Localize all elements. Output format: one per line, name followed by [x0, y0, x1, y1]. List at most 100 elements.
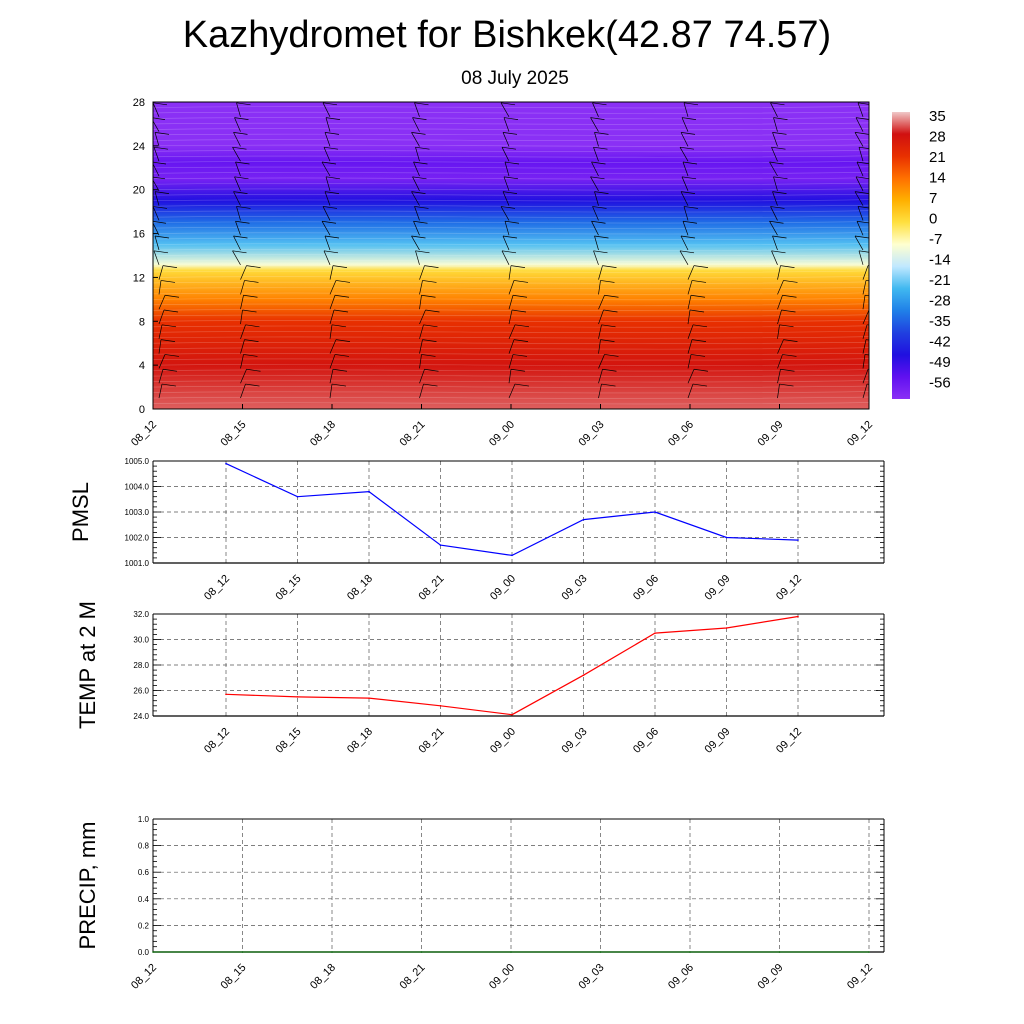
contour-line — [153, 144, 869, 147]
wind-barb-shaft — [508, 280, 515, 295]
wind-barb-flag — [604, 294, 619, 298]
wind-barb-flag — [773, 176, 788, 180]
wind-barb-flag — [425, 309, 440, 313]
wind-barb-shaft — [240, 309, 243, 325]
wind-barb-shaft — [504, 161, 510, 177]
x-tick-label: 08_18 — [345, 726, 375, 756]
x-tick-label: 09_12 — [845, 419, 875, 449]
wind-barb-flag — [244, 280, 259, 283]
series-point — [368, 697, 370, 699]
series-point — [296, 696, 299, 698]
series-point — [725, 627, 728, 629]
series-point — [439, 705, 442, 707]
wind-barb-shaft — [771, 147, 778, 162]
wind-barb-shaft — [769, 221, 778, 236]
x-tick-label: 08_15 — [274, 726, 304, 756]
wind-barb-flag — [854, 235, 869, 239]
wind-barb-flag — [324, 132, 340, 135]
wind-barb-shaft — [325, 117, 331, 132]
wind-barb-shaft — [158, 339, 162, 354]
wind-barb-flag — [683, 102, 699, 106]
wind-barb-flag — [322, 102, 338, 106]
wind-barb-shaft — [590, 117, 599, 132]
wind-barb-flag — [864, 294, 869, 297]
wind-barb-shaft — [233, 132, 241, 147]
wind-barb-shaft — [687, 295, 692, 310]
wind-barb-shaft — [598, 339, 601, 354]
wind-barb-shaft — [772, 235, 778, 251]
wind-barb-shaft — [329, 369, 334, 384]
wind-barb-shaft — [856, 161, 864, 177]
wind-barb-flag — [154, 132, 170, 135]
colorbar-label: -14 — [929, 252, 951, 269]
heatmap-panel: 0 4 8 12 16 20 24 28 08_12 08_15 08_18 08_21 09_00 09… — [129, 97, 875, 449]
x-tick-label: 09_12 — [774, 573, 804, 603]
wind-barb-flag — [681, 117, 697, 120]
x-tick-label: 09_03 — [577, 962, 607, 992]
wind-barb-flag — [323, 146, 339, 150]
contour-line — [153, 303, 869, 306]
wind-barb-flag — [855, 176, 869, 180]
series-point — [654, 632, 656, 634]
x-tick-label: 08_15 — [219, 419, 249, 449]
wind-barb-flag — [513, 339, 529, 342]
wind-barb-shaft — [419, 309, 426, 325]
wind-barb-shaft — [857, 102, 864, 117]
wind-barb-flag — [414, 206, 429, 209]
y-tick-label: 1002.0 — [125, 534, 150, 543]
wind-barb-flag — [602, 265, 617, 268]
wind-barb-flag — [242, 309, 257, 313]
wind-barb-shaft — [413, 161, 420, 177]
wind-barb-shaft — [598, 354, 605, 369]
y-tick-label: 1001.0 — [125, 559, 150, 568]
wind-barb-flag — [857, 206, 869, 209]
contour-line — [153, 298, 869, 301]
wind-barb-shaft — [329, 265, 334, 280]
wind-barb-shaft — [240, 324, 246, 339]
series-point — [511, 554, 513, 557]
wind-barb-flag — [682, 220, 698, 224]
wind-barb-shaft — [411, 132, 420, 147]
contour-line — [153, 210, 869, 213]
x-tick-label: 09_00 — [487, 419, 517, 449]
wind-barb-shaft — [503, 176, 510, 191]
temp-panel: 24.0 26.0 28.0 30.0 32.0 08_12 08_15 08_18 08_21… — [75, 601, 885, 756]
wind-barb-shaft — [419, 383, 424, 399]
wind-barb-shaft — [508, 369, 512, 384]
x-tick-label: 08_12 — [202, 573, 232, 603]
wind-barb-flag — [773, 117, 788, 120]
x-tick-label: 09_09 — [756, 962, 786, 992]
colorbar: 35 28 21 14 7 0 -7 -14 -21 -28 -35 -42 -49 -56 — [892, 108, 951, 399]
contour-line — [153, 402, 869, 405]
x-tick-label: 08_15 — [219, 962, 249, 992]
wind-barb-shaft — [329, 295, 336, 310]
x-tick-label: 09_09 — [703, 573, 733, 603]
wind-barb-flag — [770, 102, 785, 106]
wind-barb-shaft — [854, 132, 864, 147]
series-point — [510, 951, 512, 953]
y-tick-label: 0.0 — [138, 948, 150, 957]
wind-barb-shaft — [777, 383, 780, 399]
wind-barb-flag — [414, 102, 429, 106]
wind-barb-shaft — [508, 339, 515, 354]
wind-barb-flag — [782, 294, 797, 298]
series-point — [331, 951, 333, 953]
wind-barb-shaft — [322, 206, 331, 221]
wind-barb-shaft — [593, 147, 599, 162]
wind-barb-shaft — [862, 383, 868, 399]
wind-barb-flag — [323, 250, 339, 254]
wind-barb-shaft — [324, 132, 331, 147]
wind-barb-shaft — [770, 102, 778, 117]
wind-barb-flag — [693, 265, 709, 268]
x-tick-label: 09_00 — [488, 573, 518, 603]
wind-barb-flag — [593, 250, 608, 254]
wind-barb-shaft — [862, 295, 866, 310]
wind-barb-shaft — [419, 339, 423, 354]
wind-barb-shaft — [683, 206, 689, 221]
contour-line — [153, 122, 869, 125]
wind-barb-shaft — [153, 120, 160, 132]
wind-barb-flag — [679, 146, 695, 150]
wind-barb-flag — [322, 206, 338, 209]
wind-barb-shaft — [772, 132, 778, 147]
series-point — [599, 951, 602, 953]
